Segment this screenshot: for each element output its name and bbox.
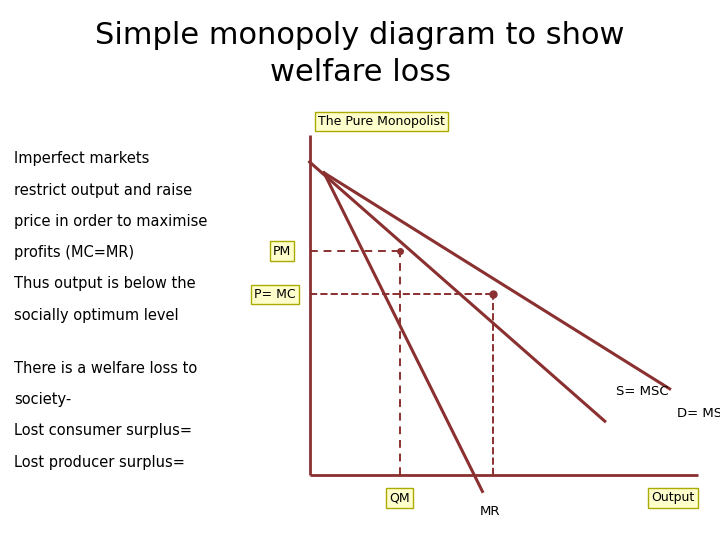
Text: PM: PM (273, 245, 292, 258)
Text: restrict output and raise: restrict output and raise (14, 183, 192, 198)
Text: QM: QM (390, 491, 410, 504)
Text: Lost consumer surplus=: Lost consumer surplus= (14, 423, 192, 438)
Text: socially optimum level: socially optimum level (14, 308, 179, 323)
Text: price in order to maximise: price in order to maximise (14, 214, 208, 229)
Text: Thus output is below the: Thus output is below the (14, 276, 196, 292)
Text: Simple monopoly diagram to show: Simple monopoly diagram to show (95, 21, 625, 50)
Text: welfare loss: welfare loss (269, 58, 451, 87)
Text: There is a welfare loss to: There is a welfare loss to (14, 361, 198, 376)
Text: MR: MR (480, 505, 500, 518)
Text: S= MSC: S= MSC (616, 385, 668, 398)
Text: Output: Output (652, 491, 695, 504)
Text: profits (MC=MR): profits (MC=MR) (14, 245, 135, 260)
Text: Lost producer surplus=: Lost producer surplus= (14, 455, 185, 470)
Text: The Pure Monopolist: The Pure Monopolist (318, 115, 445, 128)
Text: D= MSB: D= MSB (677, 407, 720, 420)
Text: P= MC: P= MC (254, 288, 296, 301)
Text: society-: society- (14, 392, 72, 407)
Text: Imperfect markets: Imperfect markets (14, 151, 150, 166)
